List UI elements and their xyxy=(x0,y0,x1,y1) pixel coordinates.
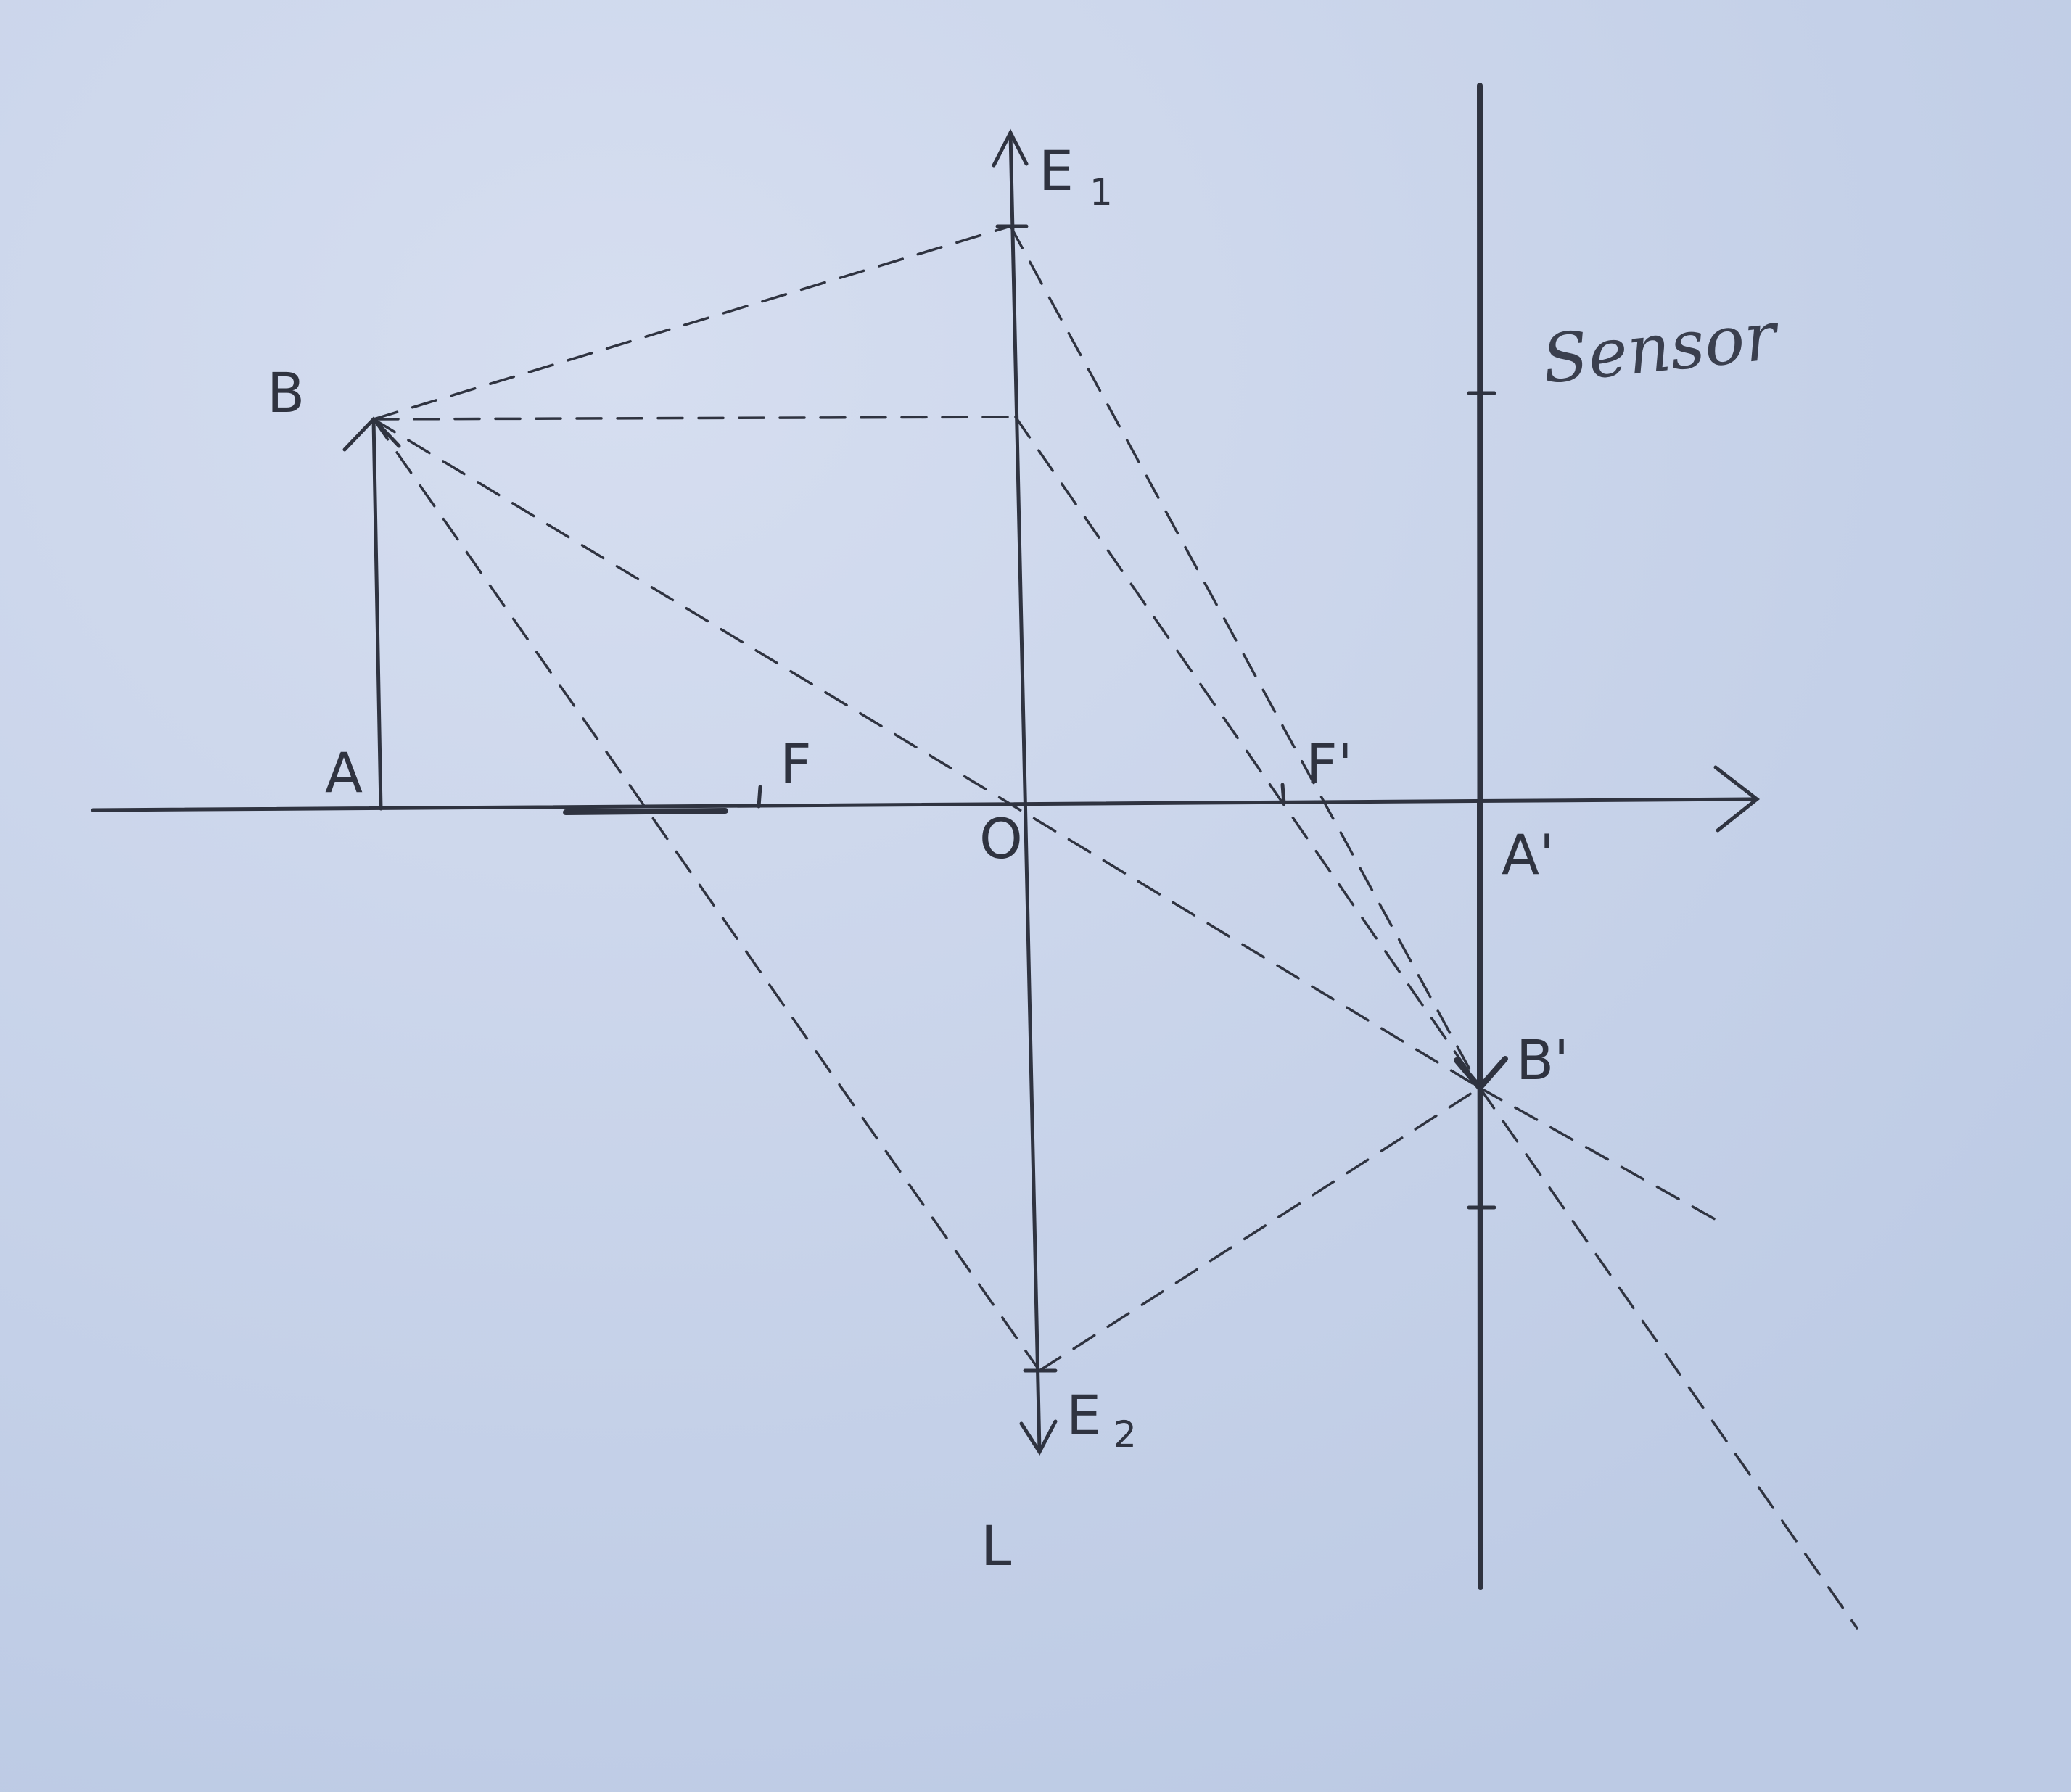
ray-e1-to-image xyxy=(1009,225,1481,1089)
axis-arrowhead xyxy=(1713,765,1761,833)
construction-rays xyxy=(372,225,1858,1630)
label-o: O xyxy=(979,806,1023,871)
label-e2-subscript: 2 xyxy=(1113,1413,1137,1456)
label-b-prime: B' xyxy=(1516,1028,1569,1092)
ray-b-to-e1 xyxy=(372,225,1012,421)
ray-b-parallel xyxy=(372,416,1017,421)
lens xyxy=(992,128,1058,1456)
label-f: F xyxy=(780,732,812,796)
f-prime-tick xyxy=(1280,783,1286,806)
label-e1-subscript: 1 xyxy=(1090,171,1113,213)
label-lens-l: L xyxy=(981,1514,1011,1578)
label-e1: E xyxy=(1039,139,1074,203)
lens-top-arrowhead xyxy=(992,128,1029,168)
label-b: B xyxy=(267,360,305,425)
lens-bottom-arrowhead xyxy=(1019,1419,1058,1456)
ray-e2-to-image xyxy=(1038,1086,1481,1372)
label-a-prime: A' xyxy=(1502,822,1555,887)
ray-b-through-o xyxy=(372,418,1481,1089)
label-e2: E xyxy=(1066,1383,1101,1448)
ray-extension-through-f-prime xyxy=(1478,1086,1858,1630)
f-tick xyxy=(757,785,762,809)
ray-b-through-f xyxy=(372,418,1041,1372)
segment-mark xyxy=(563,808,728,815)
label-f-prime: F' xyxy=(1306,732,1353,796)
label-a: A xyxy=(325,740,363,805)
ray-lens-through-f-prime xyxy=(1014,416,1481,1089)
ray-extension-through-o xyxy=(1478,1086,1728,1227)
